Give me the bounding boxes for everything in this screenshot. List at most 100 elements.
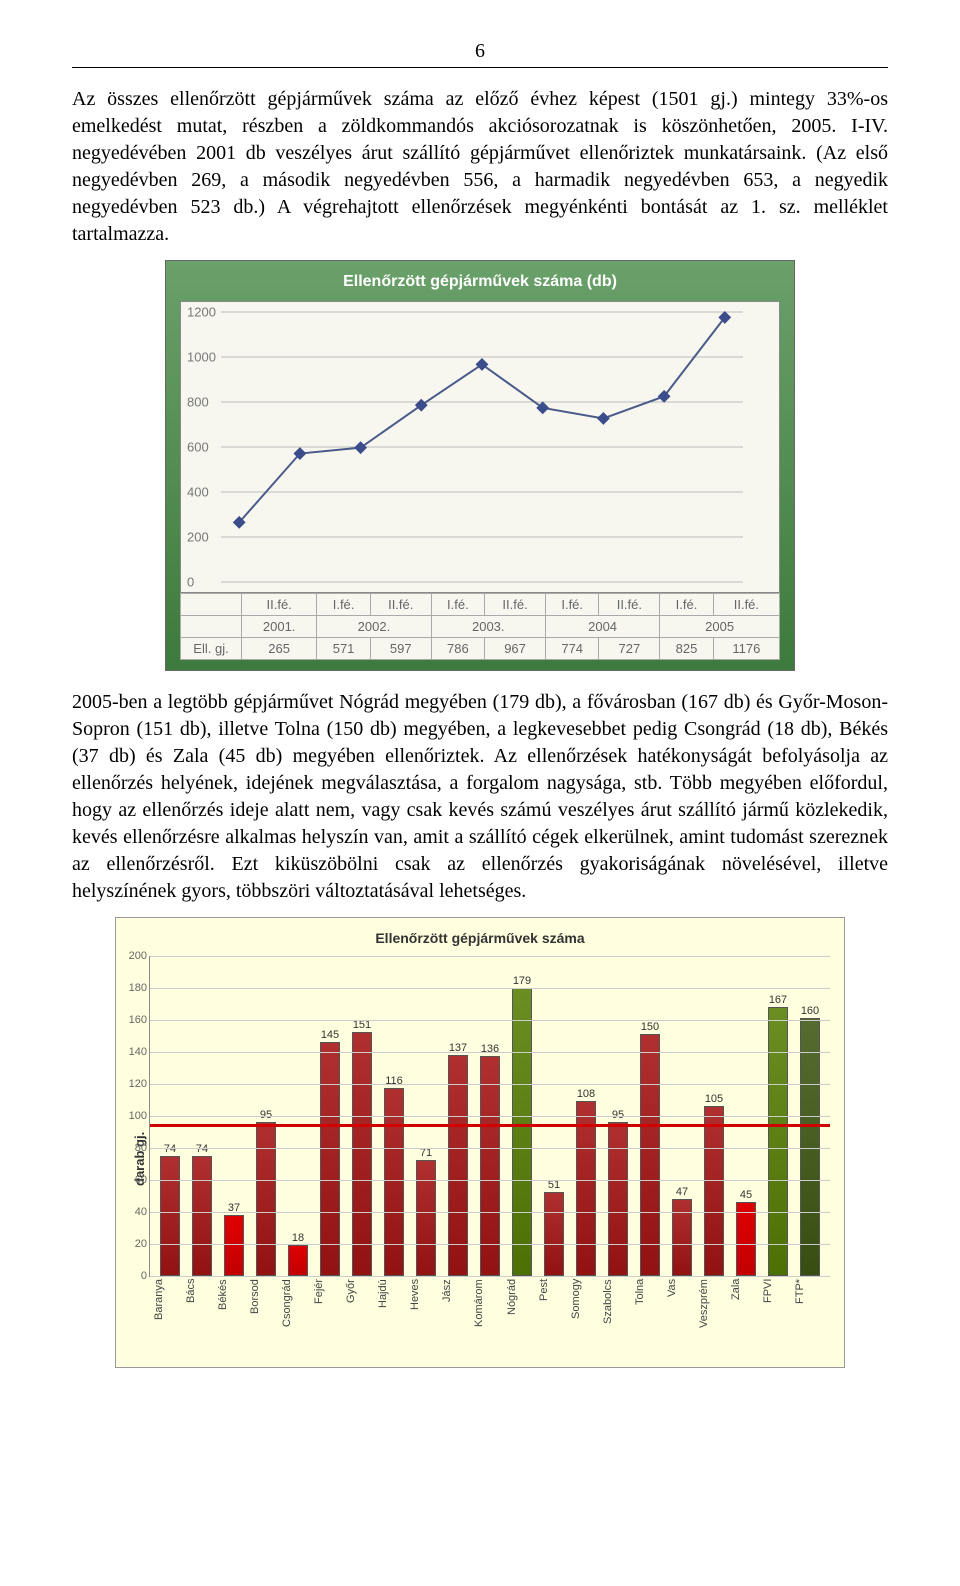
chart2-x-label: FTP* [794,1279,826,1361]
chart2-bar-column: 18 [282,1232,314,1276]
chart2-plot: 7474379518145151116711371361795110895150… [149,956,830,1361]
chart1-year-label: 2001. [242,616,317,638]
chart1-rowheader: Ell. gj. [181,638,242,660]
chart2-bar-value: 71 [420,1147,432,1159]
chart2-x-labels: BaranyaBácsBékésBorsodCsongrádFejérGyőrH… [149,1277,830,1361]
chart2-x-label: Békés [217,1279,249,1361]
chart1-value-cell: 774 [545,638,599,660]
chart2-ytick: 20 [135,1238,147,1250]
chart2-ytick: 60 [135,1174,147,1186]
chart2-bar-value: 108 [577,1088,595,1100]
chart2-ytick: 160 [129,1014,147,1026]
chart1-value-cell: 825 [660,638,714,660]
chart2-ytick: 80 [135,1142,147,1154]
chart1-value-cell: 967 [485,638,546,660]
chart1-halfyear-label: I.fé. [317,594,371,616]
chart2-title: Ellenőrzött gépjárművek száma [130,930,830,946]
chart1-value-cell: 1176 [713,638,779,660]
chart2-bar [320,1042,340,1276]
chart1-year-label: 2005 [660,616,780,638]
chart2-x-label: Komárom [473,1279,505,1361]
chart1-container: Ellenőrzött gépjárművek száma (db) 20040… [165,260,795,671]
chart2-x-label: Somogy [570,1279,602,1361]
chart2-bar-column: 137 [442,1042,474,1276]
chart2-ytick: 120 [129,1078,147,1090]
chart2-bar-value: 95 [260,1109,272,1121]
chart1-halfyear-label: II.fé. [599,594,660,616]
chart1-value-cell: 727 [599,638,660,660]
chart2-ytick: 140 [129,1046,147,1058]
chart2-x-label: Heves [409,1279,441,1361]
chart2-x-label: Zala [730,1279,762,1361]
chart2-bar [736,1202,756,1276]
chart2-x-label: Bács [185,1279,217,1361]
chart2-bar-column: 95 [250,1109,282,1276]
chart1-year-label: 2002. [317,616,431,638]
chart1-year-label: 2004 [545,616,659,638]
chart2-bar [544,1192,564,1276]
chart2-x-label: Győr [345,1279,377,1361]
chart2-bar-column: 105 [698,1093,730,1276]
chart2-bar [416,1160,436,1276]
chart2-bar-column: 95 [602,1109,634,1276]
chart2-bar-column: 51 [538,1179,570,1276]
chart2-bar-column: 116 [378,1075,410,1276]
chart1-value-cell: 571 [317,638,371,660]
chart2-x-label: Vas [666,1279,698,1361]
chart1-data-table: II.fé.I.fé.II.fé.I.fé.II.fé.I.fé.II.fé.I… [180,593,780,660]
chart2-x-label: Hajdú [377,1279,409,1361]
chart2-bar-value: 45 [740,1189,752,1201]
chart2-plot-area: 7474379518145151116711371361795110895150… [149,956,830,1277]
chart2-bar-column: 145 [314,1029,346,1276]
chart2-x-label: Jász [441,1279,473,1361]
chart2-bar-value: 167 [769,994,787,1006]
chart1-halfyear-label: II.fé. [485,594,546,616]
chart1-halfyear-label: II.fé. [242,594,317,616]
chart2-bar-value: 105 [705,1093,723,1105]
chart2-bar-value: 116 [385,1075,403,1087]
chart2-x-label: Csongrád [281,1279,313,1361]
chart2-bar-value: 179 [513,975,531,987]
chart1-halfyear-label: I.fé. [545,594,599,616]
chart1-plot-area: 200400600800100012000 [180,301,780,593]
chart2-bar-value: 47 [676,1186,688,1198]
chart2-bar-column: 47 [666,1186,698,1276]
paragraph-2: 2005-ben a legtöbb gépjárművet Nógrád me… [72,689,888,905]
chart1-halfyear-label: I.fé. [660,594,714,616]
chart2-bar [192,1156,212,1276]
paragraph-1: Az összes ellenőrzött gépjárművek száma … [72,86,888,248]
chart2-x-label: FPVI [762,1279,794,1361]
chart2-ytick: 40 [135,1206,147,1218]
chart2-x-label: Nógrád [506,1279,538,1361]
chart2-bar [800,1018,820,1276]
chart2-bar [768,1007,788,1276]
chart2-bar [640,1034,660,1276]
chart2-bar-column: 160 [794,1005,826,1276]
chart2-x-label: Borsod [249,1279,281,1361]
chart2-bar-column: 136 [474,1043,506,1276]
chart2-bar-value: 18 [292,1232,304,1244]
chart2-bar-column: 167 [762,994,794,1276]
chart2-bar [672,1199,692,1276]
chart2-ytick: 100 [129,1110,147,1122]
chart2-bar-value: 51 [548,1179,560,1191]
chart2-bar-column: 45 [730,1189,762,1276]
chart2-bar [448,1055,468,1276]
page-rule [72,67,888,68]
chart2-container: Ellenőrzött gépjárművek száma darab gj. … [115,917,845,1368]
chart1-halfyear-label: II.fé. [713,594,779,616]
chart2-bar [352,1032,372,1276]
chart2-bar-value: 160 [801,1005,819,1017]
chart1-value-cell: 265 [242,638,317,660]
chart2-bar [512,988,532,1276]
chart2-ytick: 200 [129,950,147,962]
chart2-bar [576,1101,596,1276]
chart2-bar-value: 150 [641,1021,659,1033]
chart2-bar-value: 95 [612,1109,624,1121]
chart2-bar-value: 151 [353,1019,371,1031]
chart2-x-label: Pest [538,1279,570,1361]
chart2-bar-column: 74 [186,1143,218,1276]
chart2-bar-column: 74 [154,1143,186,1276]
chart2-bar-value: 136 [481,1043,499,1055]
page-number: 6 [72,40,888,63]
